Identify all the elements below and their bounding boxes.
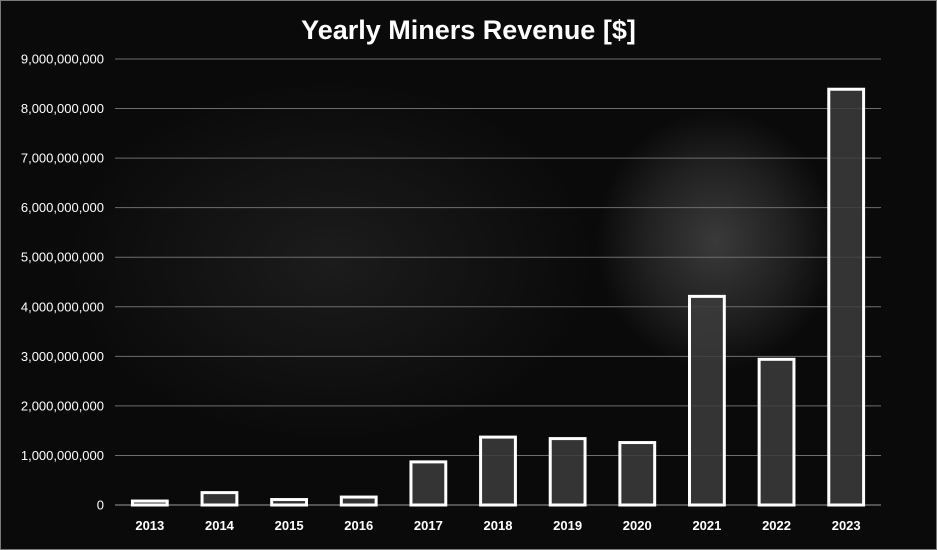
x-tick-label: 2013 xyxy=(135,518,164,533)
y-tick-label: 6,000,000,000 xyxy=(21,200,104,215)
x-axis-ticks: 2013 2014 2015 2016 2017 2018 2019 2020 2021 2022… xyxy=(135,518,860,533)
bars xyxy=(130,87,866,507)
y-tick-label: 3,000,000,000 xyxy=(21,349,104,364)
x-tick-label: 2022 xyxy=(762,518,791,533)
x-tick-label: 2017 xyxy=(414,518,443,533)
x-tick-label: 2019 xyxy=(553,518,582,533)
y-tick-label: 1,000,000,000 xyxy=(21,448,104,463)
x-tick-label: 2015 xyxy=(275,518,304,533)
bar-2014 xyxy=(200,491,239,507)
bar-2019 xyxy=(548,437,587,507)
x-tick-label: 2020 xyxy=(623,518,652,533)
bar-2021 xyxy=(688,294,726,507)
bar-2023 xyxy=(827,87,866,507)
y-axis-ticks: 0 1,000,000,000 2,000,000,000 3,000,000,000… xyxy=(21,52,104,513)
y-tick-label: 9,000,000,000 xyxy=(21,52,104,67)
y-tick-label: 0 xyxy=(97,498,104,513)
y-tick-label: 4,000,000,000 xyxy=(21,299,104,314)
bar-2020 xyxy=(618,441,657,507)
bar-2018 xyxy=(479,435,517,507)
y-tick-label: 5,000,000,000 xyxy=(21,250,104,265)
x-tick-label: 2016 xyxy=(344,518,373,533)
y-tick-label: 2,000,000,000 xyxy=(21,398,104,413)
bar-2022 xyxy=(757,357,796,507)
x-tick-label: 2021 xyxy=(692,518,721,533)
bar-2016 xyxy=(339,495,378,507)
bar-2017 xyxy=(409,460,448,507)
x-tick-label: 2023 xyxy=(832,518,861,533)
y-tick-label: 7,000,000,000 xyxy=(21,151,104,166)
bar-2013 xyxy=(130,499,169,507)
x-tick-label: 2014 xyxy=(205,518,235,533)
x-tick-label: 2018 xyxy=(484,518,513,533)
y-tick-label: 8,000,000,000 xyxy=(21,101,104,116)
chart-title: Yearly Miners Revenue [$] xyxy=(301,15,636,45)
bar-2015 xyxy=(270,498,309,507)
